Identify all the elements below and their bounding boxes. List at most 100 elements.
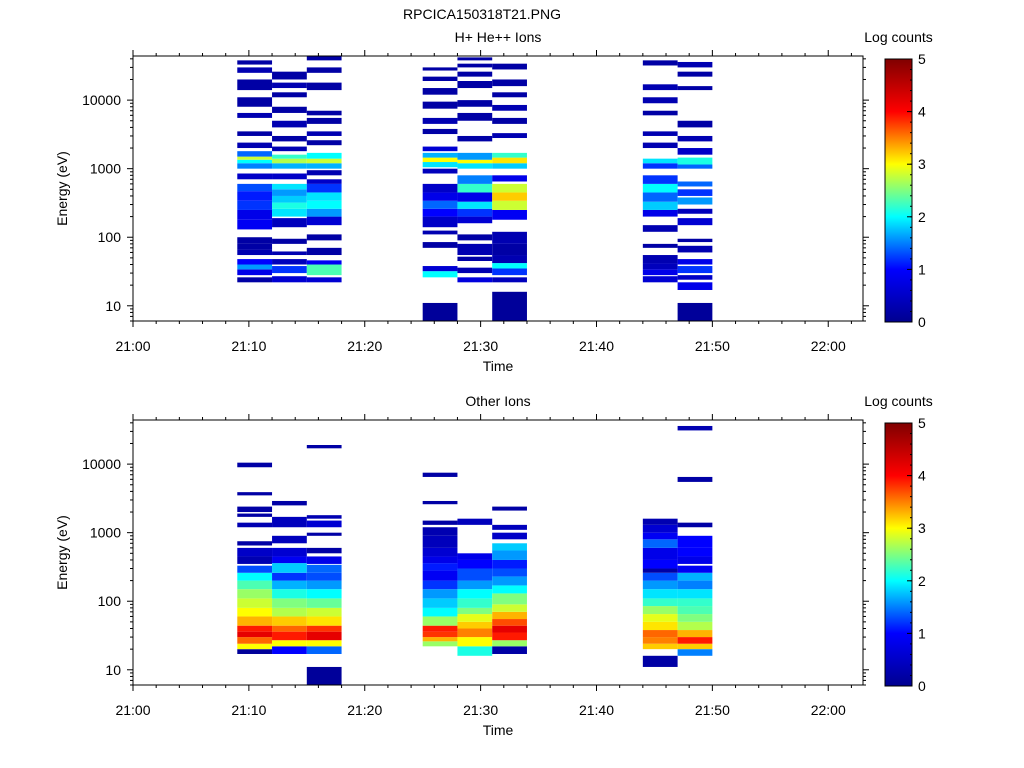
heatmap-cell bbox=[457, 598, 493, 608]
heatmap-cell bbox=[237, 191, 273, 201]
heatmap-cell bbox=[422, 472, 458, 477]
heatmap-cell bbox=[457, 607, 493, 615]
heatmap-cell bbox=[677, 621, 713, 631]
colorbar-label: Log counts bbox=[864, 393, 933, 409]
heatmap-cell bbox=[237, 589, 273, 599]
heatmap-cell bbox=[422, 556, 458, 564]
heatmap-cell bbox=[272, 625, 307, 632]
heatmap-cell bbox=[457, 201, 493, 209]
heatmap-cell bbox=[457, 568, 493, 581]
heatmap-cell bbox=[677, 148, 713, 155]
heatmap-cell bbox=[677, 259, 713, 265]
heatmap-cell bbox=[677, 425, 713, 431]
heatmap-cell bbox=[237, 131, 273, 136]
heatmap-cell bbox=[306, 208, 342, 217]
heatmap-cell bbox=[306, 140, 342, 146]
heatmap-cell bbox=[457, 63, 493, 68]
heatmap-cell bbox=[422, 200, 458, 209]
heatmap-cell bbox=[422, 616, 458, 626]
heatmap-cell bbox=[457, 175, 493, 184]
heatmap-cell bbox=[272, 120, 307, 128]
heatmap-cells bbox=[237, 425, 713, 685]
heatmap-cell bbox=[457, 208, 493, 217]
heatmap-cell bbox=[492, 117, 527, 124]
heatmap-cell bbox=[237, 97, 273, 107]
heatmap-cell bbox=[237, 598, 273, 608]
heatmap-cell bbox=[237, 151, 273, 157]
heatmap-cell bbox=[237, 506, 273, 513]
heatmap-cell bbox=[306, 260, 342, 265]
heatmap-cell bbox=[677, 120, 713, 128]
heatmap-cell bbox=[492, 263, 527, 269]
heatmap-cell bbox=[492, 277, 527, 283]
heatmap-cell bbox=[457, 192, 493, 202]
heatmap-cell bbox=[237, 462, 273, 468]
heatmap-cell bbox=[237, 556, 273, 564]
heatmap-cell bbox=[677, 556, 713, 564]
heatmap-cell bbox=[237, 219, 273, 230]
heatmap-cell bbox=[642, 532, 678, 540]
heatmap-cell bbox=[272, 598, 307, 608]
heatmap-cell bbox=[422, 631, 458, 638]
heatmap-cell bbox=[492, 192, 527, 201]
heatmap-cell bbox=[272, 547, 307, 557]
heatmap-cell bbox=[642, 547, 678, 560]
heatmap-cell bbox=[677, 157, 713, 165]
heatmap-cell bbox=[492, 163, 527, 169]
y-axis-label: Energy (eV) bbox=[54, 515, 70, 590]
heatmap-cell bbox=[237, 616, 273, 626]
heatmap-cell bbox=[237, 513, 273, 517]
heatmap-cell bbox=[272, 580, 307, 590]
heatmap-cell bbox=[422, 216, 458, 228]
heatmap-cell bbox=[492, 104, 527, 111]
x-tick-label: 21:50 bbox=[695, 338, 730, 354]
heatmap-cell bbox=[642, 598, 678, 607]
heatmap-cell bbox=[492, 543, 527, 551]
heatmap-cell bbox=[642, 142, 678, 149]
heatmap-cell bbox=[422, 598, 458, 608]
x-tick-label: 21:10 bbox=[231, 702, 266, 718]
y-tick-label: 10000 bbox=[82, 456, 121, 472]
heatmap-cell bbox=[237, 572, 273, 581]
heatmap-cell bbox=[457, 57, 493, 61]
heatmap-cell bbox=[642, 630, 678, 638]
heatmap-cell bbox=[457, 152, 493, 160]
heatmap-cell bbox=[237, 200, 273, 210]
x-tick-label: 21:30 bbox=[463, 702, 498, 718]
heatmap-cell bbox=[306, 158, 342, 164]
heatmap-cell bbox=[457, 256, 493, 262]
heatmap-cell bbox=[306, 616, 342, 626]
heatmap-cell bbox=[306, 547, 342, 554]
heatmap-cell bbox=[492, 550, 527, 560]
heatmap-cell bbox=[677, 61, 713, 68]
heatmap-cell bbox=[677, 238, 713, 243]
heatmap-cell bbox=[492, 63, 527, 70]
heatmap-cell bbox=[492, 209, 527, 220]
heatmap-cell bbox=[642, 606, 678, 615]
heatmap-cell bbox=[272, 71, 307, 80]
heatmap-cell bbox=[642, 269, 678, 276]
x-tick-label: 22:00 bbox=[811, 338, 846, 354]
heatmap-cell bbox=[272, 183, 307, 190]
heatmap-cell bbox=[457, 277, 493, 283]
heatmap-cell bbox=[237, 156, 273, 160]
heatmap-cell bbox=[306, 277, 342, 283]
x-tick-label: 21:10 bbox=[231, 338, 266, 354]
heatmap-cell bbox=[237, 183, 273, 192]
heatmap-cell bbox=[492, 568, 527, 577]
heatmap-cell bbox=[457, 614, 493, 622]
heatmap-cell bbox=[677, 589, 713, 599]
heatmap-cell bbox=[492, 243, 527, 256]
heatmap-cell bbox=[457, 163, 493, 169]
heatmap-cell bbox=[492, 585, 527, 594]
heatmap-cell bbox=[272, 158, 307, 164]
heatmap-cell bbox=[237, 547, 273, 557]
heatmap-cell bbox=[677, 71, 713, 77]
colorbar bbox=[884, 58, 913, 323]
colorbar-tick-label: 1 bbox=[918, 261, 926, 277]
heatmap-cell bbox=[272, 500, 307, 506]
heatmap-cell bbox=[422, 641, 458, 647]
heatmap-cell bbox=[642, 110, 678, 116]
heatmap-cell bbox=[306, 666, 342, 685]
heatmap-cell bbox=[306, 598, 342, 608]
